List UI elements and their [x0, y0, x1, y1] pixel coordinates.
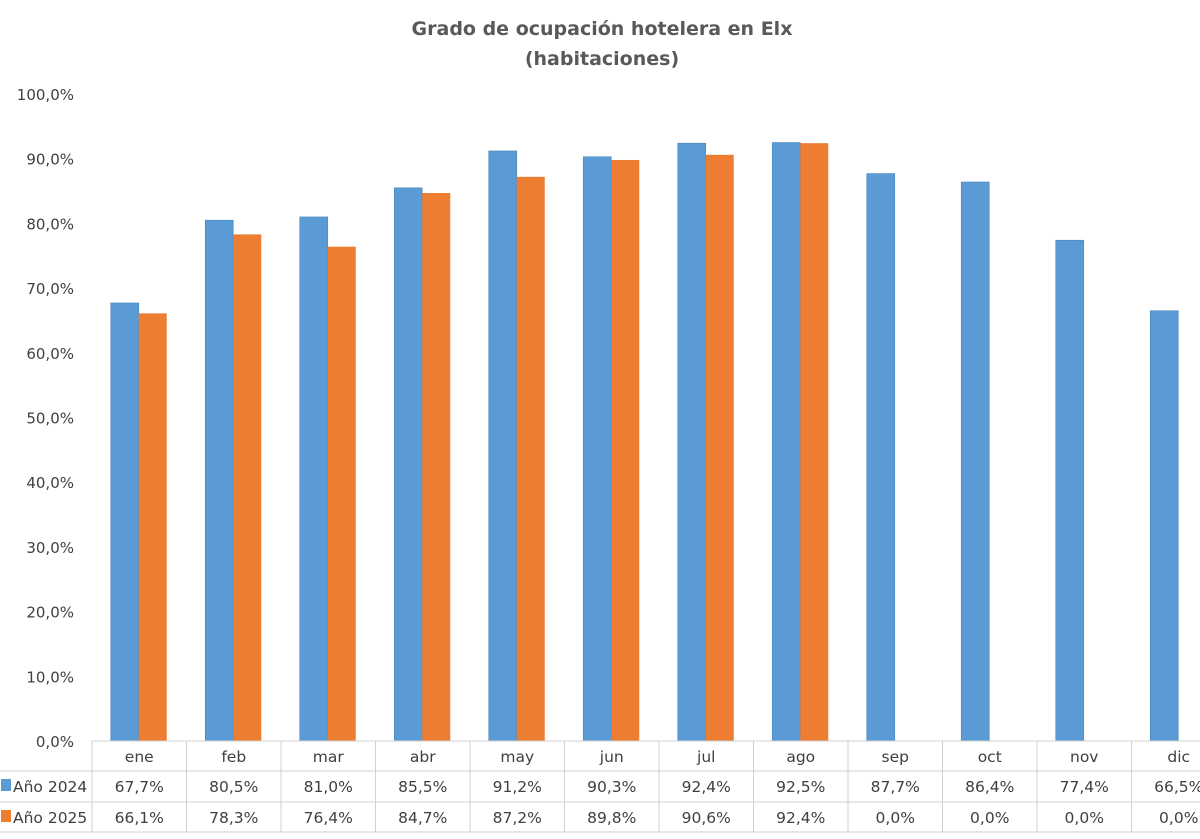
y-tick-label: 10,0% — [26, 668, 74, 686]
bar-año-2024-dic — [1149, 310, 1179, 742]
x-tick-label: feb — [221, 748, 246, 766]
legend-label: Año 2024 — [13, 778, 87, 796]
data-label: 0,0% — [970, 809, 1009, 827]
data-label: 92,5% — [776, 778, 825, 796]
data-label: 76,4% — [304, 809, 353, 827]
x-tick-label: mar — [313, 748, 345, 766]
x-tick-label: nov — [1070, 748, 1098, 766]
bar-año-2024-jun — [582, 156, 612, 742]
bar-año-2024-ago — [771, 142, 801, 742]
bar-año-2024-oct — [960, 181, 990, 742]
data-label: 67,7% — [115, 778, 164, 796]
y-tick-label: 70,0% — [26, 280, 74, 298]
bar-año-2025-mar — [327, 246, 356, 741]
legend-label: Año 2025 — [13, 809, 87, 827]
data-label: 66,5% — [1154, 778, 1200, 796]
data-label: 87,2% — [493, 809, 542, 827]
x-tick-label: oct — [978, 748, 1002, 766]
data-label: 0,0% — [876, 809, 915, 827]
data-label: 87,7% — [871, 778, 920, 796]
x-tick-label: ago — [786, 748, 815, 766]
legend-key — [1, 810, 11, 822]
x-tick-label: dic — [1167, 748, 1190, 766]
y-tick-label: 30,0% — [26, 539, 74, 557]
bar-año-2025-jun — [611, 159, 640, 741]
bar-año-2024-abr — [393, 187, 423, 742]
data-label: 85,5% — [398, 778, 447, 796]
data-label: 84,7% — [398, 809, 447, 827]
chart-title: Grado de ocupación hotelera en Elx — [412, 18, 793, 40]
y-tick-label: 60,0% — [26, 345, 74, 363]
y-tick-label: 80,0% — [26, 215, 74, 233]
x-tick-label: ene — [125, 748, 154, 766]
bar-año-2024-feb — [204, 219, 234, 742]
legend-key — [1, 779, 11, 791]
x-tick-label: abr — [410, 748, 436, 766]
data-label: 77,4% — [1060, 778, 1109, 796]
bar-año-2024-nov — [1055, 239, 1085, 742]
x-tick-label: sep — [882, 748, 909, 766]
data-label: 66,1% — [115, 809, 164, 827]
x-tick-label: may — [500, 748, 534, 766]
data-label: 81,0% — [304, 778, 353, 796]
y-tick-label: 20,0% — [26, 604, 74, 622]
bar-año-2025-ene — [138, 313, 167, 741]
data-label: 91,2% — [493, 778, 542, 796]
data-label: 0,0% — [1159, 809, 1198, 827]
bar-año-2025-ago — [800, 143, 829, 741]
x-tick-label: jun — [599, 748, 624, 766]
y-tick-label: 40,0% — [26, 474, 74, 492]
y-tick-label: 90,0% — [26, 151, 74, 169]
x-tick-label: jul — [696, 748, 715, 766]
data-label: 89,8% — [587, 809, 636, 827]
bar-año-2024-sep — [866, 173, 896, 742]
bar-año-2024-may — [488, 150, 518, 742]
y-tick-label: 0,0% — [36, 733, 74, 751]
data-label: 0,0% — [1065, 809, 1104, 827]
data-label: 78,3% — [209, 809, 258, 827]
bar-año-2025-jul — [705, 154, 734, 741]
bar-año-2025-abr — [422, 192, 451, 742]
data-label: 92,4% — [682, 778, 731, 796]
data-label: 86,4% — [965, 778, 1014, 796]
chart-subtitle: (habitaciones) — [525, 48, 679, 70]
data-label: 92,4% — [776, 809, 825, 827]
data-label: 80,5% — [209, 778, 258, 796]
bar-año-2024-jul — [677, 142, 707, 742]
bar-año-2024-mar — [299, 216, 329, 742]
y-tick-label: 100,0% — [17, 86, 74, 104]
bar-año-2025-feb — [233, 234, 262, 742]
y-tick-label: 50,0% — [26, 410, 74, 428]
bar-año-2024-ene — [110, 302, 140, 742]
data-label: 90,6% — [682, 809, 731, 827]
data-label: 90,3% — [587, 778, 636, 796]
bar-año-2025-may — [516, 176, 545, 742]
